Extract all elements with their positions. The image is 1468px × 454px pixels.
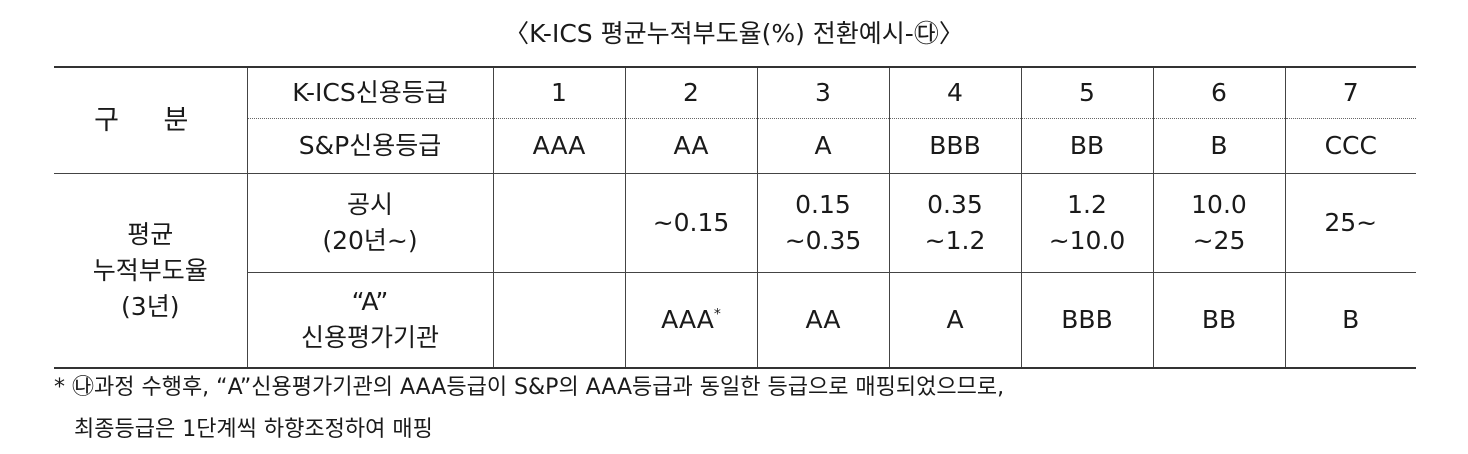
sp-grade-3: A bbox=[756, 118, 889, 174]
disclosure-cell: 0.15 ~0.35 bbox=[756, 173, 889, 273]
disclosure-cell-line2: ~25 bbox=[1192, 226, 1246, 255]
kics-grade-label: K-ICS신용등급 bbox=[246, 66, 493, 119]
footnote-line1: * ㉯과정 수행후, “A”신용평가기관의 AAA등급이 S&P의 AAA등급과… bbox=[54, 375, 1005, 400]
agency-cell bbox=[492, 272, 625, 369]
footnote: * ㉯과정 수행후, “A”신용평가기관의 AAA등급이 S&P의 AAA등급과… bbox=[54, 367, 1004, 451]
disclosure-cell-line1: 0.15 bbox=[795, 190, 851, 219]
row-group-label-line1: 평균 bbox=[127, 219, 174, 249]
sp-grade-1: AAA bbox=[492, 118, 625, 174]
disclosure-cell: 25~ bbox=[1284, 173, 1416, 273]
disclosure-cell-line1: ~0.15 bbox=[652, 208, 730, 237]
sp-grade-2: AA bbox=[624, 118, 757, 174]
disclosure-cell: ~0.15 bbox=[624, 173, 757, 273]
agency-cell: BB bbox=[1152, 272, 1285, 369]
disclosure-cell-line1: 0.35 bbox=[927, 190, 983, 219]
kics-grade-3: 3 bbox=[756, 66, 889, 119]
sp-grade-4: BBB bbox=[888, 118, 1021, 174]
kics-grade-7: 7 bbox=[1284, 66, 1416, 119]
agency-label: “A” 신용평가기관 bbox=[246, 272, 493, 369]
disclosure-label: 공시 (20년~) bbox=[246, 173, 493, 273]
disclosure-cell-line1: 1.2 bbox=[1067, 190, 1107, 219]
agency-cell: BBB bbox=[1020, 272, 1153, 369]
kics-grade-6: 6 bbox=[1152, 66, 1285, 119]
disclosure-cell-line1: 10.0 bbox=[1191, 190, 1247, 219]
agency-label-line2: 신용평가기관 bbox=[300, 323, 439, 352]
sp-grade-7: CCC bbox=[1284, 118, 1416, 174]
agency-cell: AAA* bbox=[624, 272, 757, 369]
footnote-mark: * bbox=[713, 306, 721, 323]
agency-cell: A bbox=[888, 272, 1021, 369]
disclosure-cell-line2: ~0.35 bbox=[784, 226, 862, 255]
disclosure-cell: 1.2 ~10.0 bbox=[1020, 173, 1153, 273]
row-group-label: 평균 누적부도율 (3년) bbox=[54, 173, 247, 369]
table-title: 〈K-ICS 평균누적부도율(%) 전환예시-㉰〉 bbox=[504, 19, 964, 48]
agency-cell: AA bbox=[756, 272, 889, 369]
disclosure-label-line2: (20년~) bbox=[322, 226, 418, 255]
agency-label-line1: “A” bbox=[351, 287, 389, 316]
disclosure-cell bbox=[492, 173, 625, 273]
disclosure-cell: 0.35 ~1.2 bbox=[888, 173, 1021, 273]
sp-grade-label: S&P신용등급 bbox=[246, 118, 493, 174]
sp-grade-6: B bbox=[1152, 118, 1285, 174]
agency-cell-value: AAA bbox=[661, 305, 714, 334]
default-rate-table: 구 분 K-ICS신용등급 1 2 3 4 5 6 7 S&P신용등급 AAA … bbox=[54, 66, 1416, 369]
kics-grade-4: 4 bbox=[888, 66, 1021, 119]
sp-grade-5: BB bbox=[1020, 118, 1153, 174]
disclosure-cell: 10.0 ~25 bbox=[1152, 173, 1285, 273]
disclosure-cell-line2: ~1.2 bbox=[924, 226, 986, 255]
disclosure-cell-line1: 25~ bbox=[1324, 208, 1378, 237]
group-header: 구 분 bbox=[54, 66, 247, 174]
kics-grade-5: 5 bbox=[1020, 66, 1153, 119]
row-group-label-line3: (3년) bbox=[121, 291, 180, 321]
disclosure-label-line1: 공시 bbox=[346, 190, 393, 219]
disclosure-cell-line2: ~10.0 bbox=[1048, 226, 1126, 255]
kics-grade-1: 1 bbox=[492, 66, 625, 119]
footnote-line2: 최종등급은 1단계씩 하향조정하여 매핑 bbox=[74, 417, 433, 442]
row-group-label-line2: 누적부도율 bbox=[92, 255, 208, 285]
agency-cell: B bbox=[1284, 272, 1416, 369]
kics-grade-2: 2 bbox=[624, 66, 757, 119]
